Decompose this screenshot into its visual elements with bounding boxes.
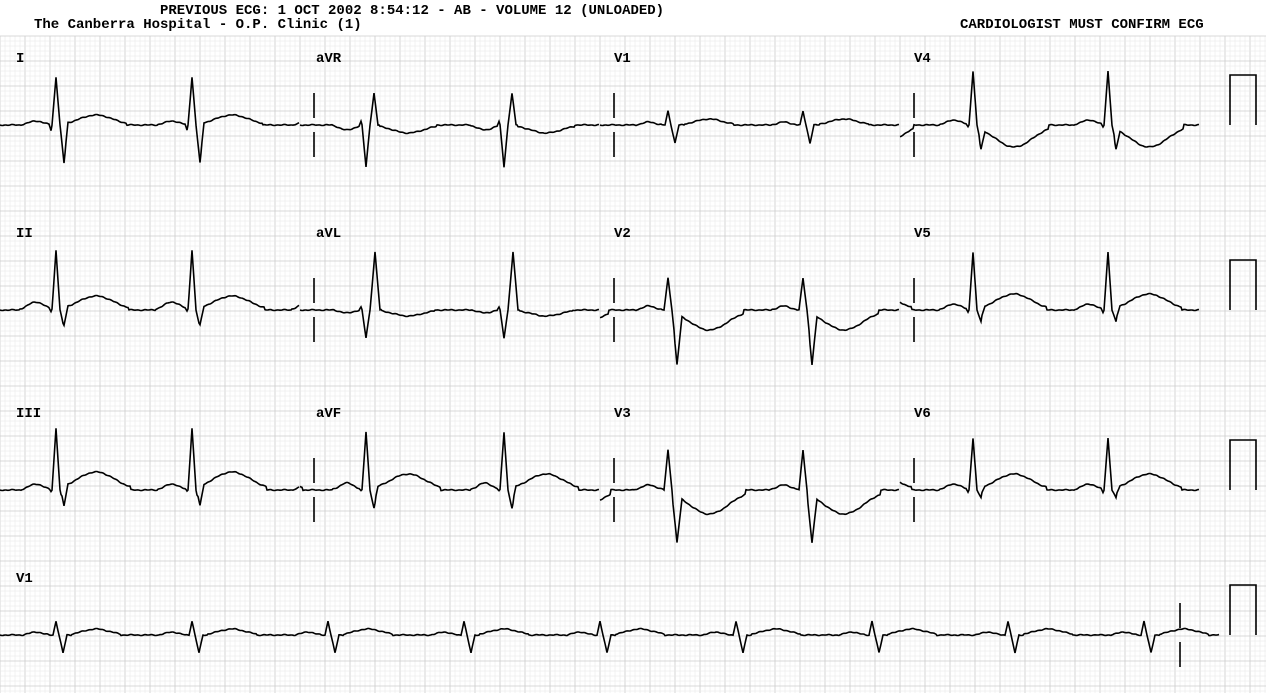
header-text: The Canberra Hospital - O.P. Clinic (1) [34, 17, 362, 33]
lead-label-I: I [16, 51, 24, 67]
lead-label-V2: V2 [614, 226, 631, 242]
lead-label-aVF: aVF [316, 406, 341, 422]
lead-label-II: II [16, 226, 33, 242]
lead-label-V1: V1 [614, 51, 631, 67]
lead-label-III: III [16, 406, 41, 422]
ecg-chart: PREVIOUS ECG: 1 OCT 2002 8:54:12 - AB - … [0, 0, 1266, 693]
lead-label-V6: V6 [914, 406, 931, 422]
rhythm-label-V1: V1 [16, 571, 33, 587]
lead-label-V4: V4 [914, 51, 931, 67]
lead-label-V3: V3 [614, 406, 631, 422]
lead-label-V5: V5 [914, 226, 931, 242]
header-text: CARDIOLOGIST MUST CONFIRM ECG [960, 17, 1204, 33]
lead-label-aVL: aVL [316, 226, 341, 242]
lead-label-aVR: aVR [316, 51, 342, 67]
